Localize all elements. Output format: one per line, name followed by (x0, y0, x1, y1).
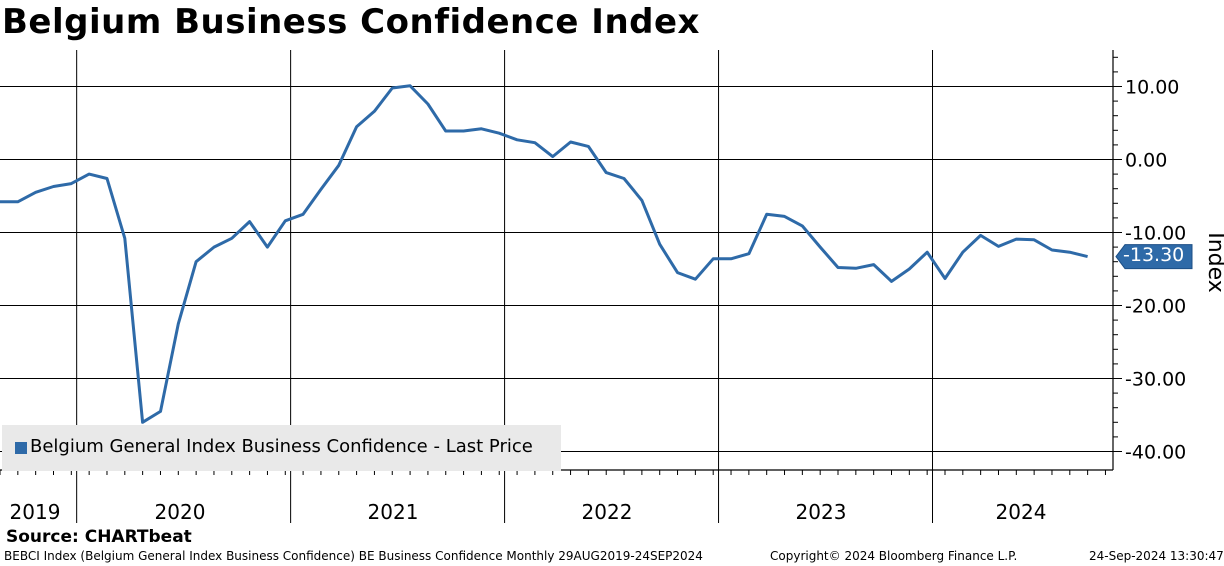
series-line (0, 84, 1088, 424)
legend-label: Belgium General Index Business Confidenc… (30, 436, 533, 457)
source-note: Source: CHARTbeat (6, 527, 192, 547)
x-tick-label: 2020 (155, 500, 206, 524)
y-tick-label: -10.00 (1125, 223, 1186, 245)
y-axis-title: Index (1202, 232, 1224, 293)
y-axis-labels: 10.00 0.00 -10.00 -20.00 -30.00 -40.00 (1125, 77, 1186, 464)
y-tick-label: 0.00 (1125, 150, 1167, 172)
y-tick-label: -30.00 (1125, 369, 1186, 391)
chart-title: Belgium Business Confidence Index (2, 2, 700, 42)
y-tick-label: 10.00 (1125, 77, 1179, 99)
x-axis-labels: 2019 2020 2021 2022 2023 2024 (10, 500, 1047, 524)
footer-description: BEBCI Index (Belgium General Index Busin… (4, 549, 703, 563)
y-tick-label: -40.00 (1125, 442, 1186, 464)
x-tick-label: 2021 (368, 500, 419, 524)
x-tick-label: 2019 (10, 500, 61, 524)
x-tick-label: 2022 (582, 500, 633, 524)
y-tick-label: -20.00 (1125, 296, 1186, 318)
axes (0, 50, 1122, 475)
legend-swatch (15, 442, 27, 454)
x-tick-label: 2023 (796, 500, 847, 524)
last-value-tag (1115, 244, 1193, 270)
gridlines (0, 50, 1113, 523)
last-value-label: -13.30 (1123, 243, 1185, 266)
footer-timestamp: 24-Sep-2024 13:30:47 (1089, 549, 1224, 563)
footer-copyright: Copyright© 2024 Bloomberg Finance L.P. (770, 549, 1018, 563)
x-tick-label: 2024 (996, 500, 1047, 524)
legend: Belgium General Index Business Confidenc… (2, 425, 561, 471)
